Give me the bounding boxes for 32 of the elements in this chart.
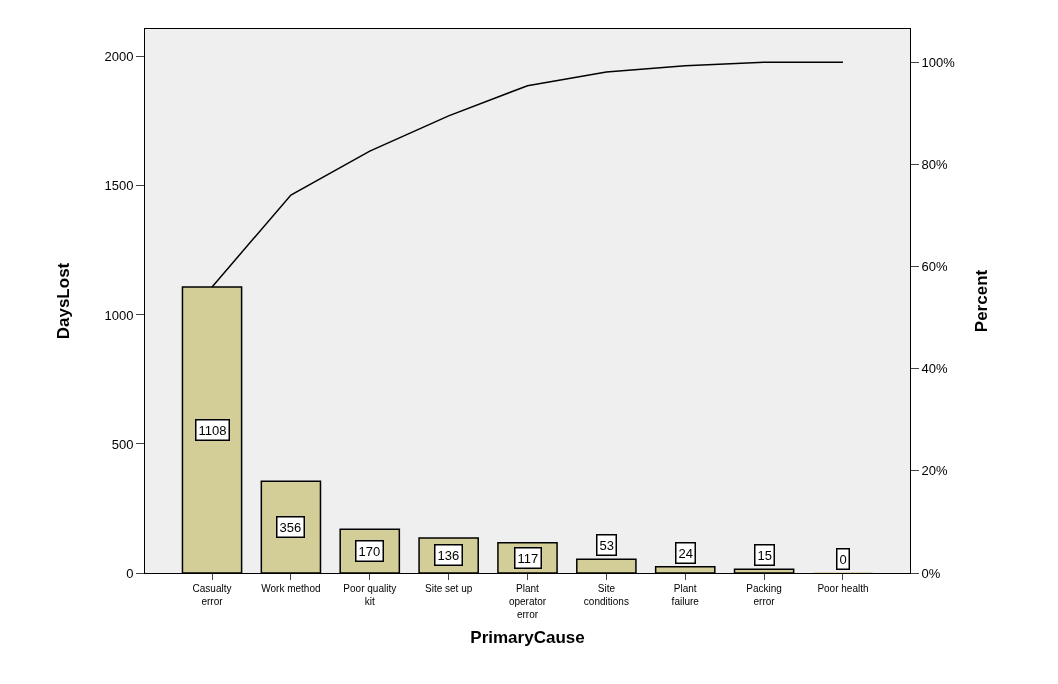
data-label: 0 [839,551,847,567]
y2-tick-label: 80% [921,156,949,172]
data-label: 356 [279,519,302,535]
y2-axis-title: Percent [971,269,991,333]
data-label: 117 [517,550,539,566]
data-label: 15 [757,547,772,563]
data-label: 53 [599,537,614,553]
y-tick-label: 0 [126,565,134,581]
y-tick-label: 500 [111,436,134,452]
x-tick-label: Site set up [425,583,473,594]
x-tick-label: Poor health [817,583,869,594]
y-tick-label: 1000 [104,307,134,323]
x-axis-title: PrimaryCause [470,628,585,648]
y2-tick-label: 100% [921,54,956,70]
x-tick-label: Casualty error [192,583,232,607]
data-label: 1108 [198,422,227,438]
y2-tick-label: 60% [921,259,949,275]
y2-tick-label: 20% [921,463,949,479]
x-tick-label: Work method [261,583,321,594]
data-label: 170 [358,543,381,559]
data-label: 136 [437,547,460,563]
x-tick-label: Packing error [746,583,782,607]
data-label: 24 [678,545,693,561]
x-tick-label: Poor quality kit [343,583,397,607]
y-tick-label: 2000 [104,49,134,65]
y-axis-title: DaysLost [54,262,74,340]
x-tick-label: Plant failure [671,583,700,607]
x-tick-label: Plant operator error [508,583,547,620]
x-tick-label: Site conditions [583,583,629,607]
y-tick-label: 1500 [104,178,134,194]
y2-tick-label: 0% [921,565,941,581]
y2-tick-label: 40% [921,361,949,377]
